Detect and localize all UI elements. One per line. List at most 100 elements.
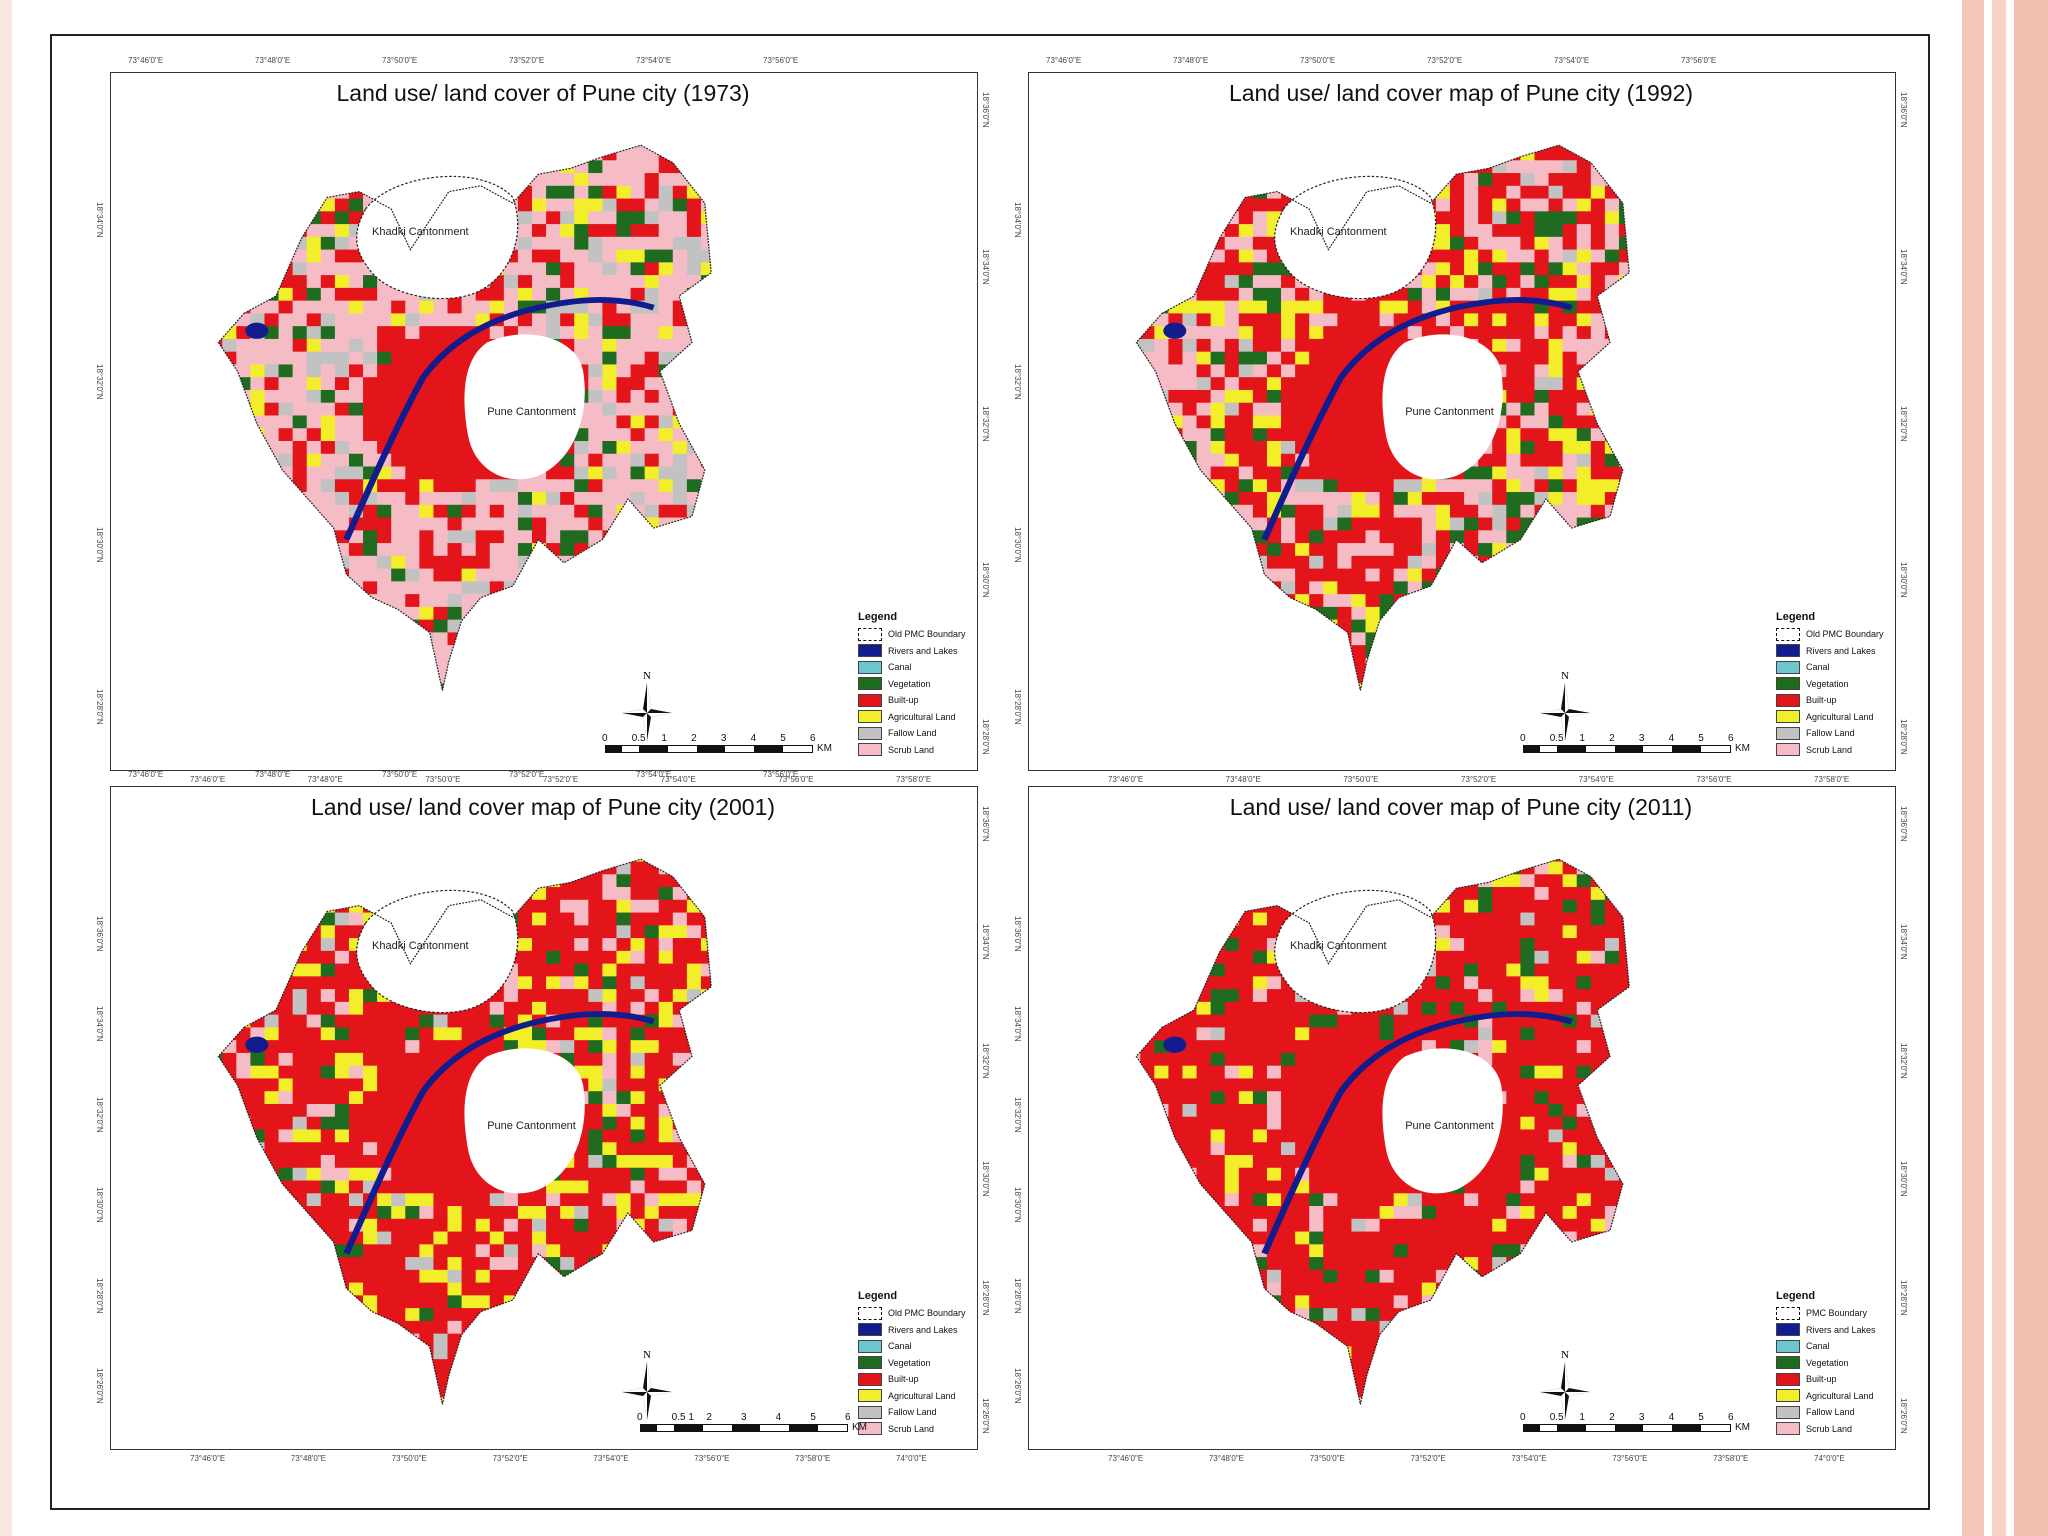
land-cover-cell <box>1604 287 1620 302</box>
land-cover-cell <box>1464 275 1479 289</box>
land-cover-cell <box>616 249 632 263</box>
land-cover-cell <box>1633 658 1648 671</box>
land-cover-cell <box>686 338 702 353</box>
land-cover-cell <box>1506 326 1522 340</box>
land-cover-cell <box>1604 683 1620 691</box>
land-cover-cell <box>1675 454 1690 467</box>
land-cover-cell <box>1154 645 1170 659</box>
land-cover-cell <box>1168 683 1184 691</box>
land-cover-cell <box>250 670 266 685</box>
land-cover-cell <box>729 913 744 926</box>
land-cover-cell <box>1266 555 1282 570</box>
land-cover-cell <box>1520 466 1536 480</box>
land-cover-cell <box>1238 492 1254 506</box>
land-cover-cell <box>1464 173 1479 187</box>
land-cover-cell <box>1548 568 1564 582</box>
land-cover-cell <box>391 504 406 519</box>
land-cover-cell <box>1661 250 1676 263</box>
land-cover-cell <box>785 377 800 390</box>
land-cover-cell <box>644 198 660 212</box>
land-cover-cell <box>1196 657 1212 672</box>
land-cover-cell <box>1295 619 1310 633</box>
land-cover-cell <box>348 453 364 468</box>
land-cover-cell <box>292 389 308 404</box>
land-cover-cell <box>546 236 561 251</box>
land-cover-cell <box>1136 377 1141 391</box>
land-cover-cell <box>292 594 308 608</box>
land-cover-cell <box>1718 505 1733 518</box>
land-cover-cell <box>1520 185 1536 200</box>
land-cover-cell <box>1703 211 1718 224</box>
land-cover-cell <box>588 504 604 519</box>
land-cover-cell <box>348 147 364 161</box>
latitude-tick-label: 18°34'0"N <box>1013 202 1022 238</box>
land-cover-cell <box>560 492 575 506</box>
land-cover-cell <box>1379 645 1395 659</box>
land-cover-cell <box>1196 428 1212 442</box>
land-cover-cell <box>320 683 336 691</box>
land-cover-cell <box>1098 454 1113 467</box>
land-cover-cell <box>1647 671 1662 684</box>
land-cover-cell <box>686 313 702 327</box>
land-cover-cell <box>419 389 435 404</box>
land-cover-cell <box>433 415 449 429</box>
land-cover-cell <box>1718 364 1733 377</box>
land-cover-cell <box>644 185 660 200</box>
land-cover-cell <box>1196 198 1212 212</box>
land-cover-cell <box>1618 236 1630 251</box>
land-cover-cell <box>1576 568 1592 582</box>
land-cover-cell <box>1718 148 1733 161</box>
land-cover-cell <box>320 147 336 161</box>
land-cover-cell <box>405 543 420 557</box>
land-cover-cell <box>250 861 266 875</box>
land-cover-cell <box>715 415 730 428</box>
land-cover-cell <box>644 976 660 990</box>
land-cover-cell <box>1379 517 1395 531</box>
land-cover-cell <box>1196 594 1212 608</box>
land-cover-cell <box>292 338 308 353</box>
land-cover-cell <box>1224 173 1240 187</box>
land-cover-cell <box>757 594 772 607</box>
land-cover-cell <box>574 517 589 531</box>
land-cover-cell <box>743 620 758 633</box>
land-cover-cell <box>1689 288 1704 301</box>
land-cover-cell <box>250 300 266 314</box>
land-cover-cell <box>1661 352 1676 365</box>
land-cover-cell <box>532 938 547 952</box>
land-cover-cell <box>658 874 674 888</box>
land-cover-cell <box>447 543 463 557</box>
land-cover-cell <box>292 364 308 378</box>
land-cover-cell <box>1210 211 1226 225</box>
land-cover-cell <box>574 976 589 990</box>
scale-segment <box>696 746 726 752</box>
land-cover-cell <box>1182 581 1198 595</box>
land-cover-cell <box>363 441 378 455</box>
land-cover-cell <box>236 657 252 672</box>
land-cover-cell <box>1210 300 1226 314</box>
land-cover-cell <box>1548 287 1564 302</box>
scale-tick-label: 3 <box>1638 733 1645 744</box>
land-cover-cell <box>715 849 730 862</box>
land-cover-cell <box>222 581 237 595</box>
land-cover-cell <box>1633 683 1648 696</box>
land-cover-cell <box>588 441 604 455</box>
land-cover-cell <box>320 543 336 557</box>
land-cover-cell <box>1098 339 1113 352</box>
land-cover-cell <box>517 670 533 685</box>
land-cover-cell <box>800 620 815 633</box>
land-cover-cell <box>588 389 604 404</box>
land-cover-cell <box>1520 441 1536 455</box>
land-cover-cell <box>743 671 758 684</box>
land-cover-cell <box>1182 453 1198 468</box>
land-cover-cell <box>616 313 632 327</box>
land-cover-cell <box>1618 453 1630 468</box>
land-cover-cell <box>743 632 758 645</box>
land-cover-cell <box>292 428 308 442</box>
land-cover-cell <box>348 555 364 570</box>
land-cover-cell <box>729 518 744 531</box>
land-cover-cell <box>1098 594 1113 607</box>
land-cover-cell <box>1647 211 1662 224</box>
land-cover-cell <box>320 859 336 863</box>
land-cover-cell <box>1140 441 1155 455</box>
land-cover-cell <box>1112 301 1127 314</box>
